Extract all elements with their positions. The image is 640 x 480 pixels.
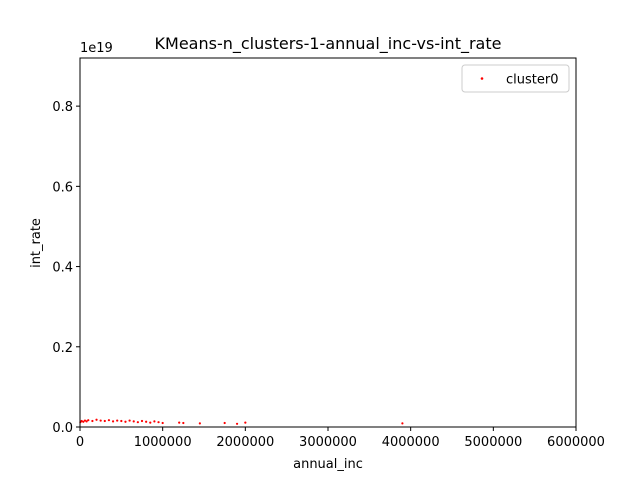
scatter-point bbox=[116, 419, 119, 422]
scatter-point bbox=[157, 421, 160, 424]
scatter-point bbox=[235, 422, 239, 425]
y-axis-label: int_rate bbox=[29, 218, 44, 268]
scatter-point bbox=[145, 420, 148, 423]
scatter-point bbox=[99, 419, 102, 422]
y-tick-label: 0.0 bbox=[52, 421, 73, 436]
scatter-point bbox=[111, 420, 115, 423]
scatter-point bbox=[91, 419, 94, 423]
y-tick-label: 0.8 bbox=[52, 100, 73, 115]
scatter-point bbox=[107, 419, 111, 422]
y-axis-ticks: 0.0 0.2 0.4 0.6 0.8 bbox=[52, 100, 80, 436]
scatter-point bbox=[223, 421, 226, 425]
scatter-point bbox=[95, 418, 98, 421]
y-tick-label: 0.2 bbox=[52, 341, 73, 356]
legend-box bbox=[461, 64, 570, 93]
scatter-point bbox=[124, 420, 127, 423]
scatter-point bbox=[85, 420, 88, 423]
scatter-point bbox=[244, 421, 247, 424]
scatter-point bbox=[401, 422, 404, 425]
scatter-point bbox=[83, 419, 87, 422]
x-tick-label: 0 bbox=[76, 435, 84, 450]
y-tick-label: 0.6 bbox=[52, 180, 73, 195]
scatter-point bbox=[103, 419, 106, 423]
scatter-point bbox=[140, 419, 144, 423]
scatter-point bbox=[132, 420, 135, 423]
scatter-point bbox=[80, 419, 83, 423]
scatter-point bbox=[120, 419, 123, 423]
x-tick-label: 4000000 bbox=[382, 435, 440, 450]
scatter-point bbox=[82, 420, 85, 423]
x-tick-label: 6000000 bbox=[547, 435, 605, 450]
x-axis-label: annual_inc bbox=[293, 457, 363, 472]
x-axis-ticks: 0 1000000 2000000 3000000 4000000 5000000 6000… bbox=[76, 427, 605, 450]
x-tick-label: 1000000 bbox=[134, 435, 192, 450]
y-tick-label: 0.4 bbox=[52, 261, 73, 276]
scatter-point bbox=[149, 421, 152, 424]
x-tick-label: 3000000 bbox=[299, 435, 357, 450]
chart-title: KMeans-n_clusters-1-annual_inc-vs-int_ra… bbox=[155, 34, 502, 54]
scatter-point bbox=[182, 421, 185, 425]
scatter-point bbox=[136, 421, 139, 424]
x-tick-label: 5000000 bbox=[464, 435, 522, 450]
legend-marker bbox=[480, 77, 484, 80]
scatter-point bbox=[198, 422, 201, 425]
legend-label: cluster0 bbox=[506, 73, 558, 88]
x-tick-label: 2000000 bbox=[216, 435, 274, 450]
scatter-point bbox=[153, 420, 156, 423]
series-layer bbox=[79, 418, 404, 425]
scatter-point bbox=[87, 419, 90, 422]
scatter-point bbox=[128, 419, 131, 422]
scatter-point bbox=[161, 421, 164, 425]
y-offset-label: 1e19 bbox=[80, 41, 113, 56]
scatter-point bbox=[178, 421, 181, 424]
legend: cluster0 bbox=[461, 64, 570, 93]
